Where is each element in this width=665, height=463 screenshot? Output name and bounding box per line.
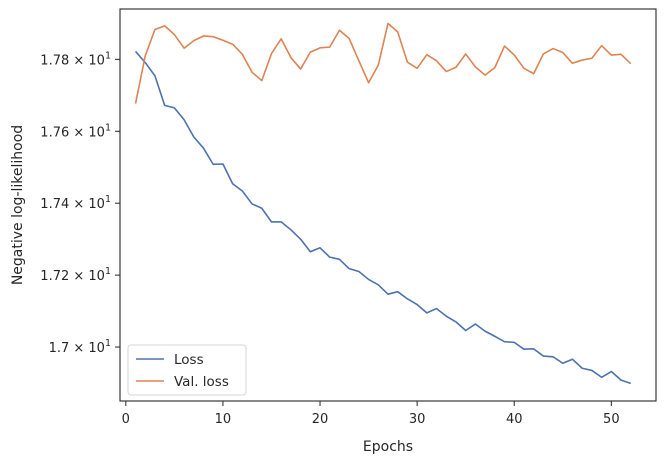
x-tick-label: 30 xyxy=(409,412,426,427)
x-tick-label: 50 xyxy=(603,412,620,427)
x-axis-label: Epochs xyxy=(363,439,413,455)
y-tick-label: 1.74 × 101 xyxy=(40,194,111,212)
plot-frame xyxy=(119,8,657,402)
legend: Loss Val. loss xyxy=(127,344,247,396)
x-tick-label: 40 xyxy=(506,412,523,427)
y-tick-label: 1.7 × 101 xyxy=(49,338,111,356)
legend-label: Loss xyxy=(174,352,204,368)
y-tick-label: 1.72 × 101 xyxy=(40,266,111,284)
x-tick-label: 0 xyxy=(122,412,130,427)
series-lines xyxy=(134,22,632,385)
x-axis-ticks: 0 10 20 30 40 50 xyxy=(122,401,620,427)
x-tick-label: 20 xyxy=(312,412,329,427)
y-axis-label: Negative log-likelihood xyxy=(10,125,26,285)
y-tick-label: 1.76 × 101 xyxy=(40,122,111,140)
legend-box xyxy=(127,344,247,396)
x-tick-label: 10 xyxy=(215,412,232,427)
y-tick-label: 1.78 × 101 xyxy=(40,50,111,68)
series-line-val-loss xyxy=(134,22,632,104)
legend-label: Val. loss xyxy=(174,374,229,390)
series-line-loss xyxy=(134,50,632,385)
y-axis-ticks: 1.7 × 101 1.72 × 101 1.74 × 101 1.76 × 101 1… xyxy=(40,50,120,356)
